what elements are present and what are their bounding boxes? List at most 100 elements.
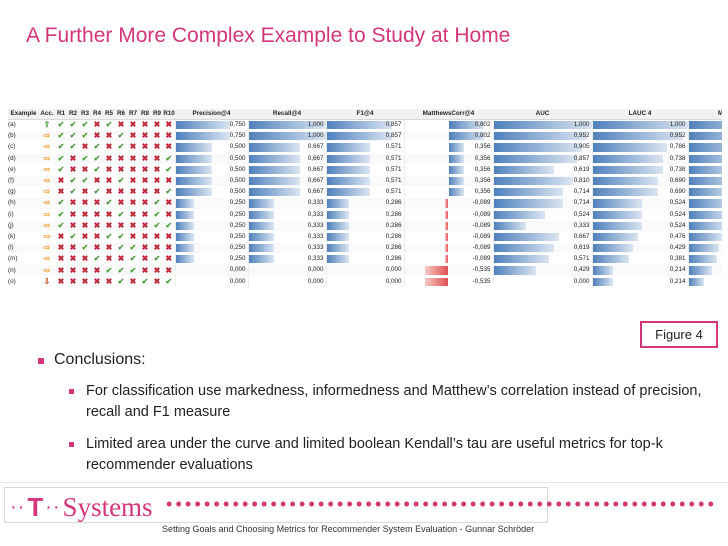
cross-icon: ✖ <box>103 220 115 232</box>
example-label: (l) <box>8 242 39 255</box>
check-icon: ✔ <box>55 209 67 221</box>
metric-value: 0,667 <box>573 232 590 240</box>
metric-cell-recall-4: 1,000 <box>247 119 326 132</box>
metric-value: 0,429 <box>669 244 686 252</box>
metric-bar <box>327 176 371 186</box>
cross-icon: ✖ <box>139 175 151 188</box>
column-header-r3: R3 <box>79 109 91 120</box>
metric-bar <box>448 121 484 130</box>
cross-icon: ✖ <box>55 186 67 199</box>
metric-bar <box>327 255 349 264</box>
metric-value: 0,333 <box>307 232 324 240</box>
metric-bar <box>176 121 230 130</box>
check-icon: ✔ <box>115 175 127 188</box>
metric-bar <box>494 132 587 141</box>
metric-cell-recall-4: 1,000 <box>247 130 326 143</box>
metric-bar <box>444 210 449 219</box>
metric-bar <box>689 121 722 130</box>
metric-cell-matthewscorr-4: 0,356 <box>403 141 493 154</box>
cross-icon: ✖ <box>103 153 115 165</box>
metric-value: 0,286 <box>385 199 402 207</box>
metric-cell-f1-4: 0,286 <box>325 209 404 221</box>
cross-icon: ✖ <box>127 231 139 244</box>
check-icon: ✔ <box>151 209 163 221</box>
cross-icon: ✖ <box>79 141 91 154</box>
metric-cell-auc: 0,857 <box>492 153 592 165</box>
metric-bar <box>327 210 349 219</box>
metric-bar <box>593 154 663 163</box>
bullet-item-classification: For classification use markedness, infor… <box>86 383 702 420</box>
metric-cell-precision-4: 0,500 <box>174 175 248 188</box>
cross-icon: ✖ <box>103 164 115 176</box>
cross-icon: ✖ <box>163 141 175 154</box>
cross-icon: ✖ <box>127 153 139 165</box>
table-row: (d) ⇨ ✔ ✖ ✔ ✔ ✖ ✖ ✖ ✖ ✖ ✔ 0,500 0,667 0,571 0,356 0,857 0… <box>8 153 722 165</box>
metric-value: 0,214 <box>669 277 686 285</box>
metric-bar <box>249 221 275 230</box>
metric-cell-auc: 0,667 <box>492 231 592 244</box>
cross-icon: ✖ <box>79 186 91 199</box>
metric-value: -0,089 <box>472 232 491 240</box>
metric-cell-auc: 0,905 <box>492 141 592 154</box>
metric-cell-lauc-4: 0,476 <box>591 231 688 244</box>
metric-cell-recall-4: 0,667 <box>247 175 326 188</box>
conclusions-heading: Conclusions: <box>54 351 146 368</box>
metric-value: 0,952 <box>669 132 686 140</box>
metric-cell-precision-4: 0,750 <box>174 119 248 132</box>
metric-cell-matthewscorr-4: -0,089 <box>403 253 493 266</box>
figure-label: Figure 4 <box>640 321 718 348</box>
metric-cell-recall-4: 0,333 <box>247 242 326 255</box>
metric-bar <box>494 255 550 264</box>
arrow-down-icon: ⇩ <box>39 276 55 287</box>
metric-cell-map: 0,756 <box>687 153 722 165</box>
check-icon: ✔ <box>67 186 79 199</box>
metric-cell-recall-4: 0,333 <box>247 231 326 244</box>
metric-bar <box>494 188 564 197</box>
table-row: (k) ⇨ ✖ ✔ ✖ ✖ ✔ ✔ ✖ ✖ ✖ ✖ 0,250 0,333 0,286 -0,089 0,667… <box>8 231 722 244</box>
cross-icon: ✖ <box>127 197 139 210</box>
metric-bar <box>494 221 527 230</box>
bullet-square-icon <box>69 442 74 447</box>
cross-icon: ✖ <box>91 130 103 143</box>
column-header-f1-4: F1@4 <box>326 109 404 120</box>
cross-icon: ✖ <box>55 175 67 188</box>
metric-value: 0,714 <box>573 188 590 196</box>
cross-icon: ✖ <box>115 119 127 132</box>
cross-icon: ✖ <box>151 130 163 143</box>
metric-cell-matthewscorr-4: 0,356 <box>403 175 493 188</box>
metric-cell-f1-4: 0,000 <box>325 276 404 287</box>
metric-cell-recall-4: 0,000 <box>247 264 326 277</box>
metric-bar <box>176 176 212 186</box>
metric-cell-auc: 0,810 <box>492 175 592 188</box>
metric-value: 0,619 <box>573 244 590 252</box>
cross-icon: ✖ <box>127 130 139 143</box>
cross-icon: ✖ <box>139 141 151 154</box>
metric-bar <box>327 121 393 130</box>
cross-icon: ✖ <box>103 141 115 154</box>
metric-value: 0,500 <box>229 154 246 162</box>
cross-icon: ✖ <box>79 220 91 232</box>
metric-cell-f1-4: 0,571 <box>325 186 404 199</box>
metric-cell-map: 0,867 <box>687 141 722 154</box>
check-icon: ✔ <box>55 164 67 176</box>
column-header-map: MAP <box>688 109 722 120</box>
metric-cell-lauc-4: 0,381 <box>591 253 688 266</box>
metric-cell-map: 0,567 <box>687 209 722 221</box>
metric-cell-auc: 0,429 <box>492 264 592 277</box>
metric-value: 0,667 <box>307 154 324 162</box>
metric-cell-auc: 0,952 <box>492 130 592 143</box>
table-row: (b) ⇨ ✔ ✔ ✔ ✖ ✖ ✔ ✖ ✖ ✖ ✖ 0,750 1,000 0,857 0,802 0,952 0… <box>8 130 722 143</box>
cross-icon: ✖ <box>151 141 163 154</box>
cross-icon: ✖ <box>91 264 103 277</box>
metric-bar <box>249 199 275 208</box>
footer-divider <box>0 482 728 483</box>
metric-cell-auc: 0,333 <box>492 220 592 232</box>
check-icon: ✔ <box>115 231 127 244</box>
cross-icon: ✖ <box>55 264 67 277</box>
metric-bar <box>327 199 349 208</box>
metric-value: -0,089 <box>472 255 491 263</box>
metric-cell-lauc-4: 0,738 <box>591 164 688 176</box>
metric-value: 0,667 <box>307 188 324 196</box>
metric-bar <box>448 165 465 174</box>
metric-bar <box>327 132 393 141</box>
